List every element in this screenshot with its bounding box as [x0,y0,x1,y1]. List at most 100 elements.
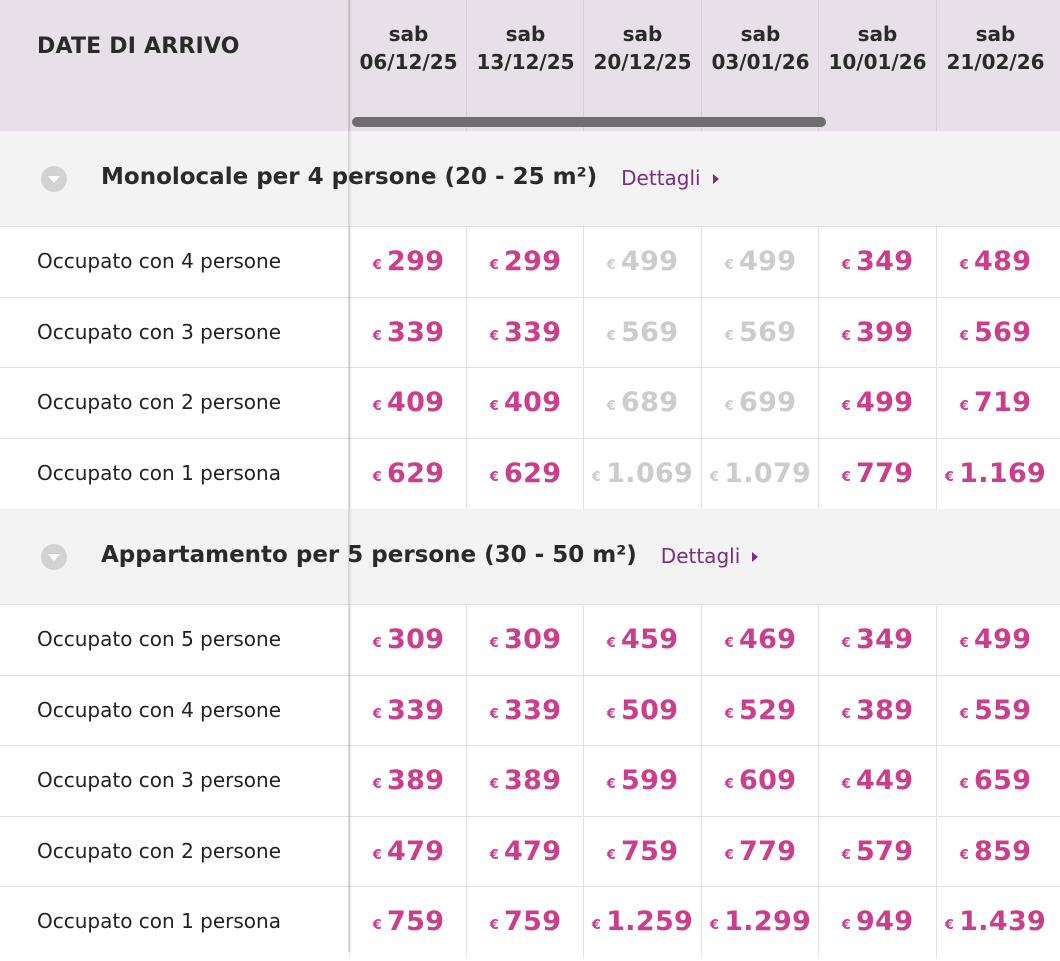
price-cell[interactable]: €339 [349,297,467,368]
price-value: €339 [373,676,445,747]
table-row: Occupato con 2 persone €409 €409 €689 €699 €4… [0,367,1060,439]
currency-symbol: € [372,328,383,344]
price-cell[interactable]: €1.439 [936,887,1054,958]
price-amount: 569 [621,316,679,348]
table-row: Occupato con 1 persona €759 €759 €1.259 €1.2… [0,886,1060,958]
details-link[interactable]: Dettagli [661,544,759,568]
price-cell[interactable]: €409 [349,368,467,439]
price-cell[interactable]: €479 [466,816,584,887]
price-cell[interactable]: €629 [349,438,467,509]
price-amount: 759 [621,835,679,867]
price-cell: €569 [583,297,701,369]
date-column-header[interactable]: sab 03/01/26 [701,0,819,131]
price-value: €759 [373,887,445,958]
horizontal-scrollbar[interactable] [352,117,826,127]
price-cell[interactable]: €469 [701,605,819,676]
price-cell[interactable]: €629 [466,438,584,509]
price-cell[interactable]: €499 [818,368,936,439]
price-cell[interactable]: €509 [583,675,701,746]
price-value: €1.079 [710,439,811,510]
price-cell[interactable]: €559 [936,675,1054,746]
currency-symbol: € [724,636,735,651]
price-amount: 499 [856,387,914,418]
currency-symbol: € [591,918,602,933]
date-weekday: sab [622,22,663,46]
price-cell[interactable]: €299 [349,227,467,298]
date-column-header[interactable]: sab 06/12/25 [349,0,467,131]
price-cell[interactable]: €1.259 [583,887,701,958]
currency-symbol: € [944,469,955,485]
price-cell[interactable]: €349 [818,605,936,676]
price-cell[interactable]: €569 [936,297,1054,368]
price-cell[interactable]: €759 [583,816,701,887]
price-cell: €499 [583,227,701,298]
currency-symbol: € [489,469,500,485]
occupancy-label: Occupato con 4 persone [37,697,282,722]
currency-symbol: € [841,706,852,722]
price-cell[interactable]: €389 [818,675,936,747]
price-cell[interactable]: €409 [466,368,584,439]
price-amount: 1.169 [959,457,1047,489]
chevron-down-icon[interactable] [41,165,67,192]
price-cell[interactable]: €499 [936,605,1054,676]
date-weekday: sab [388,22,429,46]
date-column-header[interactable]: sab 10/01/26 [818,0,936,131]
date-column-header[interactable]: sab 13/12/25 [466,0,584,131]
price-value: €719 [960,368,1032,439]
date-column-header[interactable]: sab 21/02/26 [936,0,1054,131]
price-cell[interactable]: €389 [466,746,584,817]
price-value: €389 [842,676,914,747]
price-cell[interactable]: €389 [349,746,467,817]
price-cell[interactable]: €599 [583,746,701,817]
currency-symbol: € [841,918,852,933]
price-amount: 479 [504,835,562,867]
currency-symbol: € [372,706,383,722]
price-cell[interactable]: €759 [466,887,584,958]
price-cell[interactable]: €1.299 [701,887,819,958]
price-cell[interactable]: €659 [936,746,1054,817]
price-amount: 699 [739,387,797,418]
price-cell[interactable]: €1.169 [936,438,1054,509]
price-cell[interactable]: €719 [936,368,1054,439]
price-cell[interactable]: €779 [818,438,936,509]
price-cell[interactable]: €299 [466,227,584,298]
price-cell[interactable]: €949 [818,887,936,958]
price-cell[interactable]: €489 [936,227,1054,298]
currency-symbol: € [606,258,617,273]
price-amount: 659 [974,765,1032,796]
price-cell[interactable]: €779 [701,816,819,887]
price-cell[interactable]: €459 [583,605,701,676]
price-cell[interactable]: €349 [818,227,936,298]
date-column-header[interactable]: sab 20/12/25 [583,0,701,131]
currency-symbol: € [372,847,383,863]
price-cell[interactable]: €529 [701,675,819,746]
price-amount: 399 [856,316,914,348]
price-cell[interactable]: €609 [701,746,819,817]
price-value: €1.069 [592,439,693,510]
details-link[interactable]: Dettagli [621,165,719,190]
price-cell[interactable]: €479 [349,816,467,887]
price-cell[interactable]: €339 [349,675,467,747]
price-cell[interactable]: €309 [349,605,467,676]
price-cell[interactable]: €859 [936,816,1054,887]
price-amount: 859 [974,835,1032,867]
price-value: €579 [842,817,914,888]
price-cell[interactable]: €399 [818,297,936,368]
price-cell[interactable]: €579 [818,816,936,888]
price-value: €459 [607,605,679,676]
price-cell[interactable]: €449 [818,746,936,817]
price-cell[interactable]: €759 [349,887,467,958]
table-row: Occupato con 3 persone €389 €389 €599 €609 €4… [0,745,1060,817]
price-cell[interactable]: €339 [466,675,584,746]
date-weekday: sab [505,22,546,46]
price-cell: €499 [701,227,819,298]
price-amount: 529 [739,694,797,726]
price-cell[interactable]: €309 [466,605,584,676]
price-value: €609 [725,746,797,817]
price-value: €569 [607,298,679,369]
details-link-label: Dettagli [621,165,701,190]
price-amount: 309 [387,624,445,655]
price-cell[interactable]: €339 [466,297,584,368]
chevron-down-icon[interactable] [41,543,67,570]
price-amount: 349 [856,624,914,655]
